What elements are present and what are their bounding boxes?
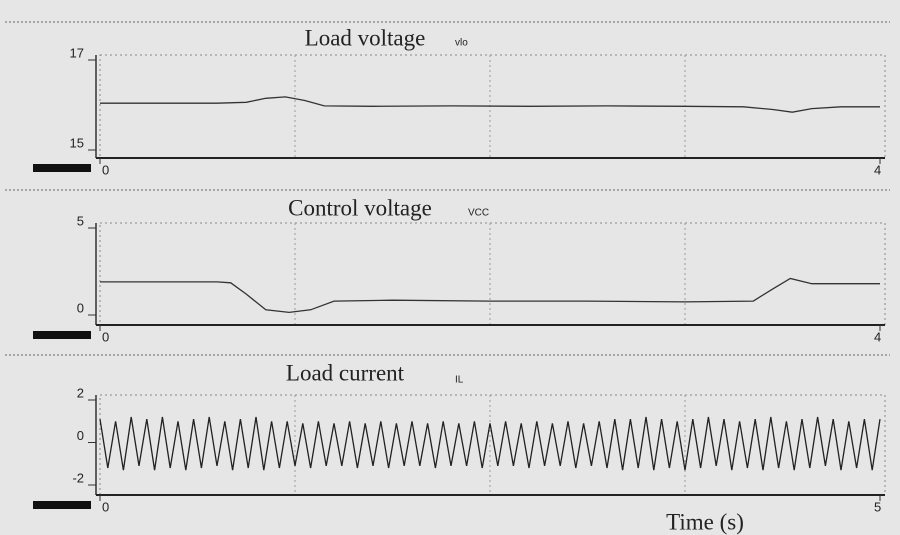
panel-subtitle: IL: [455, 375, 464, 386]
y-tick-label: 0: [77, 300, 84, 315]
scale-bar: [33, 501, 91, 509]
y-tick-label: 2: [77, 385, 84, 400]
y-tick-label: -2: [72, 470, 84, 485]
panel-title: Control voltage: [288, 195, 432, 220]
panel-subtitle: vlo: [455, 38, 468, 49]
x-tick-label: 0: [102, 162, 109, 177]
data-line: [100, 96, 880, 113]
y-tick-label: 17: [70, 45, 84, 60]
x-tick-label: 0: [102, 499, 109, 514]
x-tick-label: 5: [874, 499, 881, 514]
plot-frame: [99, 394, 886, 496]
plot-frame: [99, 222, 886, 326]
x-tick-label: 4: [874, 329, 881, 344]
x-axis-label: Time (s): [666, 509, 744, 534]
data-line: [99, 416, 881, 471]
x-tick-label: 0: [102, 329, 109, 344]
x-tick-label: 4: [874, 162, 881, 177]
scale-bar: [33, 164, 91, 172]
data-line: [100, 277, 880, 314]
y-tick-label: 5: [77, 213, 84, 228]
panel-title: Load current: [286, 360, 405, 385]
scale-bar: [33, 331, 91, 339]
panel-title: Load voltage: [305, 25, 426, 50]
y-tick-label: 0: [77, 428, 84, 443]
panel-subtitle: VCC: [468, 208, 489, 219]
y-tick-label: 15: [70, 135, 84, 150]
